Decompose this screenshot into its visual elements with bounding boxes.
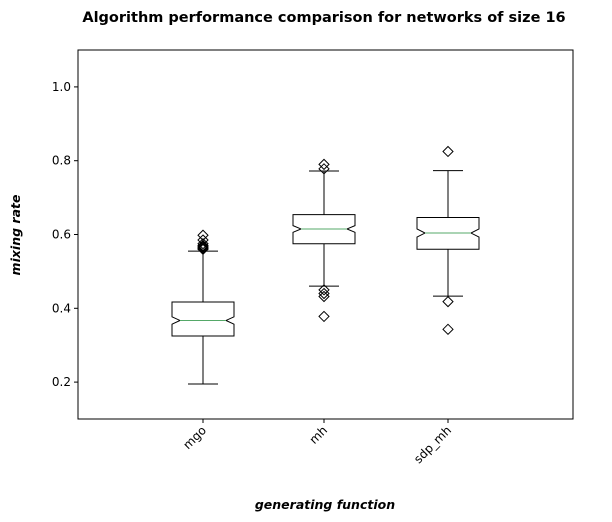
- outlier-point: [197, 240, 209, 253]
- y-tick-label: 0.2: [52, 375, 71, 389]
- y-tick-label: 1.0: [52, 80, 71, 94]
- y-tick-label: 0.6: [52, 228, 71, 242]
- box-group-mh: [292, 158, 356, 323]
- box-group-sdp_mh: [416, 145, 480, 336]
- outlier-point: [197, 229, 209, 241]
- outlier-point: [197, 239, 209, 252]
- x-tick-label: mgo: [180, 423, 209, 452]
- outlier-point: [442, 295, 454, 308]
- outlier-point: [318, 163, 330, 175]
- outlier-point: [318, 290, 330, 303]
- outlier-point: [318, 284, 330, 296]
- outlier-point: [318, 310, 330, 323]
- x-tick-label: mh: [307, 423, 331, 447]
- y-axis-label: mixing rate: [8, 195, 23, 276]
- y-tick-label: 0.4: [52, 301, 71, 315]
- y-tick-label: 0.8: [52, 154, 71, 168]
- outlier-point: [442, 145, 454, 158]
- outlier-point: [318, 287, 330, 300]
- x-axis: mgo mh sdp_mh: [180, 419, 454, 466]
- outlier-point: [197, 234, 209, 246]
- box-group-mgo: [171, 229, 235, 385]
- notched-box: [171, 301, 235, 337]
- outlier-point: [442, 323, 454, 336]
- chart-title: Algorithm performance comparison for net…: [82, 10, 565, 26]
- x-axis-label: generating function: [255, 497, 395, 512]
- y-axis: 0.2 0.4 0.6 0.8 1.0: [52, 80, 78, 389]
- plot-marks: [171, 145, 480, 385]
- x-tick-label: sdp_mh: [411, 423, 454, 466]
- outlier-point: [318, 158, 330, 171]
